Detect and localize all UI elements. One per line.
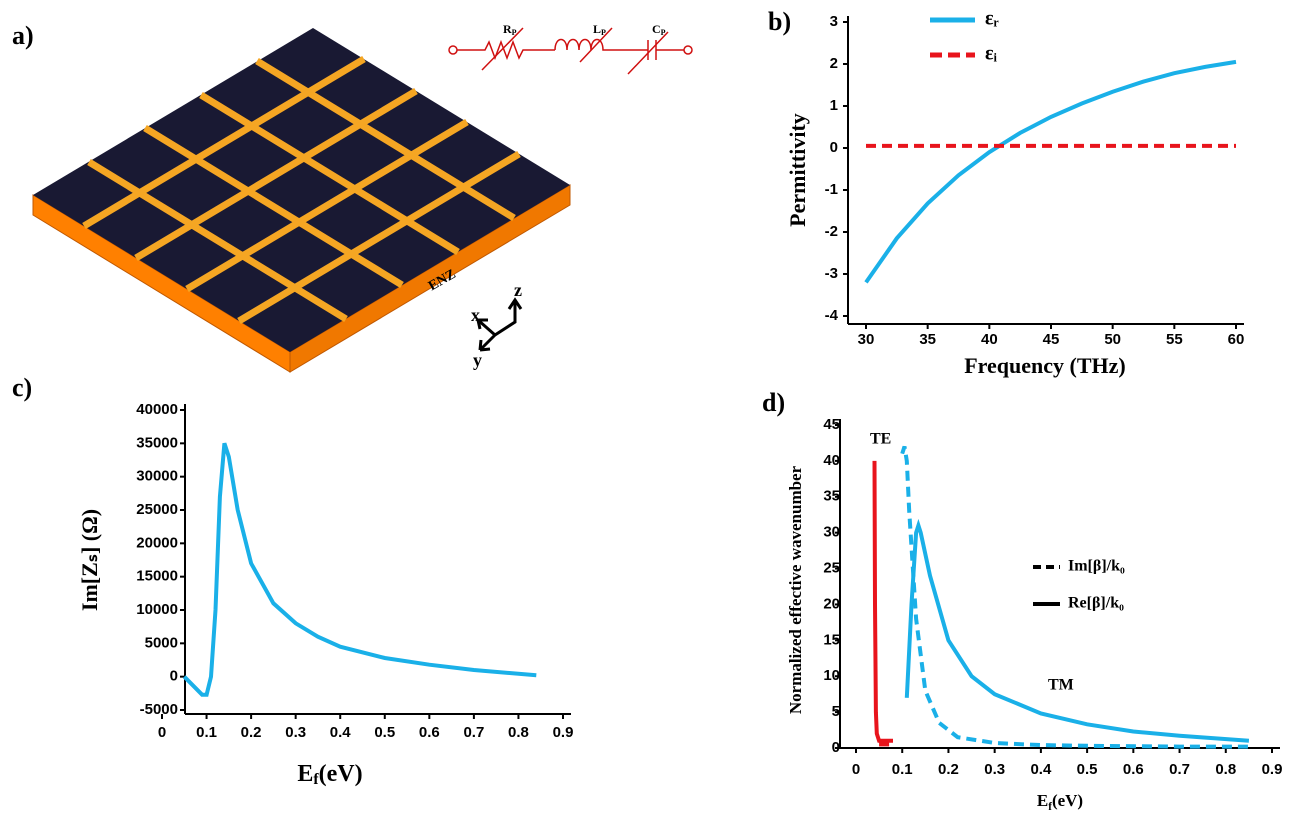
axis-name: y — [473, 350, 482, 370]
y-axis-label: Normalized effective wavenumber — [786, 465, 805, 714]
x-tick-label: 0.6 — [1123, 761, 1144, 778]
axis-name: z — [514, 280, 522, 300]
x-axis-label: Frequency (THz) — [964, 353, 1126, 378]
y-tick-label: 0 — [830, 139, 838, 156]
y-tick-label: 35 — [823, 488, 840, 505]
x-tick-label: 0 — [852, 761, 860, 778]
y-tick-label: -4 — [825, 307, 839, 324]
y-tick-label: 5000 — [145, 634, 178, 651]
legend-label: Re[β]/k₀ — [1068, 595, 1124, 612]
x-tick-label: 60 — [1228, 331, 1245, 348]
x-tick-label: 30 — [858, 331, 875, 348]
series-line — [875, 461, 894, 741]
y-tick-label: 25 — [823, 560, 840, 577]
panel-label: c) — [12, 373, 32, 402]
x-tick-label: 0.2 — [938, 761, 959, 778]
x-tick-label: 0.3 — [285, 724, 306, 741]
figure: a) RP LP CP ENZ x y z -4 -3 -2 -1 0 1 2 3 30 35 40… — [0, 0, 1296, 813]
y-tick-label: 25000 — [136, 501, 178, 518]
y-tick-label: 15 — [823, 631, 840, 648]
y-tick-label: 35000 — [136, 434, 178, 451]
x-tick-label: 0.8 — [508, 724, 529, 741]
y-tick-label: 1 — [830, 97, 838, 114]
panel-label: a) — [12, 21, 34, 50]
x-tick-label: 50 — [1104, 331, 1121, 348]
x-axis-label: Ef(eV) — [1037, 791, 1083, 813]
y-tick-label: -5000 — [140, 701, 178, 718]
y-tick-label: 10000 — [136, 601, 178, 618]
x-tick-label: 0.5 — [1077, 761, 1098, 778]
y-tick-label: -2 — [825, 223, 838, 240]
y-tick-label: -3 — [825, 265, 838, 282]
x-tick-label: 0.2 — [241, 724, 262, 741]
circuit-label: LP — [593, 22, 606, 37]
series-line — [866, 62, 1236, 283]
y-tick-label: 0 — [170, 668, 178, 685]
x-tick-label: 55 — [1166, 331, 1183, 348]
y-axis-label: Im[Zₛ] (Ω) — [77, 509, 102, 611]
x-tick-label: 0.4 — [330, 724, 352, 741]
y-tick-label: 10 — [823, 667, 840, 684]
x-tick-label: 0.5 — [374, 724, 395, 741]
panel-label: b) — [768, 7, 791, 36]
y-tick-label: 15000 — [136, 568, 178, 585]
y-tick-label: 0 — [832, 739, 840, 756]
y-tick-label: 20 — [823, 595, 840, 612]
series-line — [184, 443, 536, 694]
circuit-label: RP — [503, 22, 517, 37]
circuit-label: CP — [652, 22, 666, 37]
x-tick-label: 0 — [158, 724, 166, 741]
axis-name: x — [471, 305, 480, 325]
page: a) RP LP CP ENZ x y z -4 -3 -2 -1 0 1 2 3 30 35 40… — [0, 0, 1296, 813]
y-tick-label: 30000 — [136, 468, 178, 485]
x-axis-label: Ef(eV) — [297, 761, 362, 788]
y-tick-label: 40 — [823, 452, 840, 469]
y-tick-label: 40000 — [136, 401, 178, 418]
x-tick-label: 0.4 — [1030, 761, 1052, 778]
x-tick-label: 40 — [981, 331, 998, 348]
x-tick-label: 0.3 — [984, 761, 1005, 778]
annotation: TE — [870, 431, 891, 448]
y-tick-label: 45 — [823, 416, 840, 433]
y-tick-label: 5 — [832, 703, 840, 720]
x-tick-label: 0.1 — [892, 761, 913, 778]
x-tick-label: 0.6 — [419, 724, 440, 741]
x-tick-label: 0.9 — [1262, 761, 1283, 778]
x-tick-label: 0.7 — [1169, 761, 1190, 778]
x-tick-label: 35 — [919, 331, 936, 348]
legend-label: Im[β]/k₀ — [1068, 558, 1125, 575]
y-tick-label: 20000 — [136, 534, 178, 551]
x-tick-label: 0.8 — [1215, 761, 1236, 778]
x-tick-label: 0.9 — [553, 724, 574, 741]
annotation: TM — [1048, 677, 1074, 694]
legend-label: εᵣ — [985, 8, 999, 30]
x-tick-label: 0.7 — [463, 724, 484, 741]
x-tick-label: 45 — [1043, 331, 1060, 348]
slab-illustration: a) RP LP CP ENZ x y z — [12, 21, 692, 372]
y-axis-label: Permittivity — [785, 113, 810, 227]
y-tick-label: 3 — [830, 13, 838, 30]
legend-label: εᵢ — [985, 43, 998, 65]
y-tick-label: -1 — [825, 181, 838, 198]
y-tick-label: 30 — [823, 524, 840, 541]
x-tick-label: 0.1 — [196, 724, 217, 741]
panel-label: d) — [762, 388, 785, 417]
y-tick-label: 2 — [830, 55, 838, 72]
